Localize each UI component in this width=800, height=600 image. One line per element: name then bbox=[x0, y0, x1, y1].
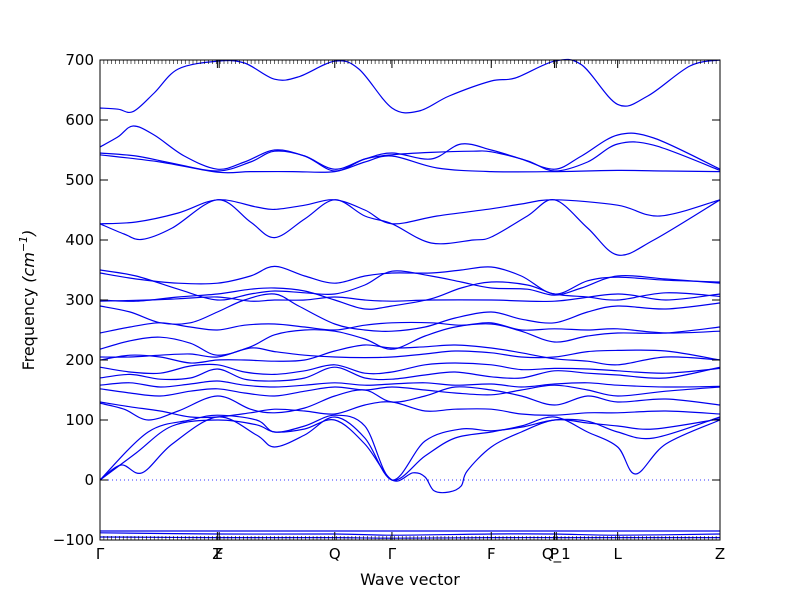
phonon-band-11 bbox=[99, 293, 721, 332]
phonon-band-15 bbox=[99, 344, 721, 366]
plot-background bbox=[100, 60, 720, 540]
y-tick-label: 600 bbox=[65, 111, 94, 129]
phonon-band-18 bbox=[99, 380, 721, 388]
phonon-band-10 bbox=[99, 293, 721, 303]
x-tick-label: Γ bbox=[388, 545, 397, 563]
phonon-band-20 bbox=[99, 386, 721, 421]
y-tick-label: −100 bbox=[53, 531, 94, 549]
phonon-band-12 bbox=[99, 321, 721, 334]
y-axis-label-main: Frequency bbox=[19, 283, 38, 371]
y-tick-label: 0 bbox=[84, 471, 94, 489]
y-axis-label: Frequency (cm−1) bbox=[17, 230, 38, 371]
y-axis-ticks: −100 0 100 200 300 400 500 600 700 bbox=[53, 51, 720, 549]
phonon-band-24 bbox=[99, 414, 721, 481]
x-axis-label: Wave vector bbox=[360, 570, 460, 589]
phonon-band-8 bbox=[99, 265, 721, 295]
y-tick-label: 100 bbox=[65, 411, 94, 429]
plot-area bbox=[100, 60, 720, 540]
phonon-band-23 bbox=[99, 418, 721, 494]
x-tick-label: F bbox=[487, 545, 496, 563]
phonon-band-14 bbox=[99, 347, 721, 361]
minor-ticks-layer bbox=[103, 60, 717, 540]
y-tick-label: 700 bbox=[65, 51, 94, 69]
plot-frame bbox=[99, 59, 721, 541]
bands-layer bbox=[99, 58, 721, 539]
x-tick-label: Γ bbox=[96, 545, 105, 563]
y-axis-label-exponent: −1 bbox=[17, 236, 30, 252]
y-tick-label: 400 bbox=[65, 231, 94, 249]
x-tick-label: Z bbox=[715, 545, 725, 563]
phonon-band-19 bbox=[99, 384, 721, 397]
phonon-band-6 bbox=[99, 199, 721, 225]
phonon-band-5 bbox=[99, 199, 721, 256]
y-axis-label-paren-close: ) bbox=[19, 230, 38, 237]
y-tick-label: 500 bbox=[65, 171, 94, 189]
phonon-band-17 bbox=[99, 366, 721, 382]
x-tick-label: Q bbox=[329, 545, 341, 563]
y-axis-label-unit: cm bbox=[19, 252, 38, 276]
phonon-band-4 bbox=[99, 154, 721, 174]
x-tick-label: L bbox=[613, 545, 622, 563]
x-tick-label: P bbox=[550, 545, 559, 563]
phonon-band-3 bbox=[99, 141, 721, 172]
phonon-band-16 bbox=[99, 362, 721, 376]
x-axis-ticks: Γ ZF Q Γ F PQ_1 L Z bbox=[96, 60, 725, 564]
phonon-band-7 bbox=[99, 269, 721, 301]
phonon-band-13 bbox=[99, 323, 721, 356]
phonon-band-21 bbox=[99, 401, 721, 419]
y-tick-label: 200 bbox=[65, 351, 94, 369]
y-tick-label: 300 bbox=[65, 291, 94, 309]
x-tick-label: F bbox=[215, 545, 224, 563]
y-axis-label-paren-open: ( bbox=[19, 276, 38, 283]
phonon-band-1 bbox=[99, 58, 721, 114]
x-tick-label: Z bbox=[212, 545, 222, 563]
x-tick-label: Q_1 bbox=[542, 545, 571, 564]
